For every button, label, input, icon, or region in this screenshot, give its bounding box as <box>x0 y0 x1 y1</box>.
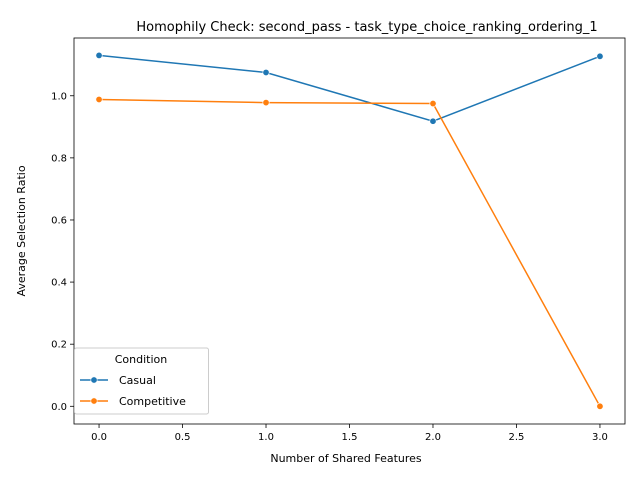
series-line-competitive <box>99 98 601 407</box>
legend-title: Condition <box>115 353 168 366</box>
x-axis-label: Number of Shared Features <box>270 452 422 465</box>
y-axis-label: Average Selection Ratio <box>15 165 28 296</box>
x-axis: 0.0 0.5 1.0 1.5 2.0 2.5 3.0 <box>91 424 608 443</box>
x-tick-label: 1.0 <box>258 432 274 443</box>
legend-box <box>74 347 209 415</box>
legend-marker-competitive <box>90 397 98 405</box>
x-tick-label: 0.0 <box>91 432 107 443</box>
x-tick-label: 2.0 <box>425 432 441 443</box>
y-axis: 0.0 0.2 0.4 0.6 0.8 1.0 <box>51 91 74 413</box>
series-layer <box>95 51 604 410</box>
data-point-casual <box>596 52 604 60</box>
x-tick-label: 1.5 <box>342 432 358 443</box>
data-point-casual <box>429 117 437 125</box>
x-tick-label: 2.5 <box>509 432 525 443</box>
legend-label-competitive: Competitive <box>119 395 186 408</box>
data-point-competitive <box>429 100 437 108</box>
x-tick-label: 0.5 <box>175 432 191 443</box>
legend-label-casual: Casual <box>119 374 156 387</box>
series-line-casual <box>98 54 601 123</box>
data-point-competitive <box>262 99 270 107</box>
y-tick-label: 0.0 <box>51 402 67 413</box>
y-tick-label: 1.0 <box>51 91 67 102</box>
legend: Condition Casual Competitive <box>74 347 209 415</box>
y-tick-label: 0.6 <box>51 215 67 226</box>
data-point-casual <box>95 51 103 59</box>
x-tick-label: 3.0 <box>592 432 608 443</box>
data-point-competitive <box>95 95 103 103</box>
data-point-casual <box>262 68 270 76</box>
chart-title: Homophily Check: second_pass - task_type… <box>136 20 597 35</box>
y-tick-label: 0.8 <box>51 153 67 164</box>
legend-marker-casual <box>90 376 98 384</box>
y-tick-label: 0.2 <box>51 340 67 351</box>
data-point-competitive <box>596 402 604 410</box>
y-tick-label: 0.4 <box>51 278 67 289</box>
